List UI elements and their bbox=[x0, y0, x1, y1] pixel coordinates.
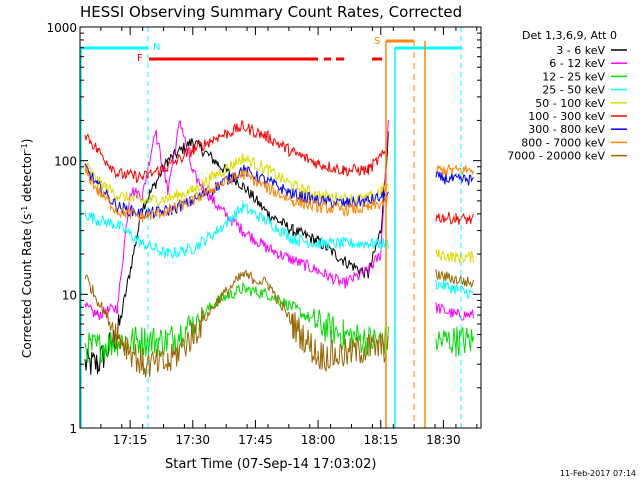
flare-label: F bbox=[137, 53, 143, 64]
x-axis-label: Start Time (07-Sep-14 17:03:02) bbox=[165, 457, 376, 472]
legend-label-0: 3 - 6 keV bbox=[556, 44, 605, 57]
legend-header: Det 1,3,6,9, Att 0 bbox=[522, 29, 617, 42]
series-line-4 bbox=[84, 152, 474, 264]
footer-timestamp: 11-Feb-2017 07:14 bbox=[559, 469, 636, 478]
series-line-6 bbox=[84, 163, 474, 221]
legend-label-6: 300 - 800 keV bbox=[528, 123, 605, 136]
axes: 1 10 100 1000 17:15 17:30 17:45 18:00 18:15 18:30 bbox=[46, 21, 482, 447]
series-layer bbox=[84, 120, 474, 378]
legend-label-3: 25 - 50 keV bbox=[542, 84, 605, 97]
y-tick-label-3: 1000 bbox=[46, 21, 77, 35]
chart-title: HESSI Observing Summary Count Rates, Cor… bbox=[80, 3, 462, 21]
series-line-3 bbox=[84, 201, 474, 300]
series-line-1 bbox=[84, 120, 474, 321]
y-tick-label-1: 10 bbox=[62, 288, 77, 302]
legend-label-8: 7000 - 20000 keV bbox=[507, 150, 605, 163]
series-line-8 bbox=[84, 268, 474, 378]
y-tick-label-2: 100 bbox=[54, 155, 77, 169]
legend-label-4: 50 - 100 keV bbox=[535, 97, 605, 110]
series-line-5 bbox=[84, 120, 474, 225]
y-axis-label: Corrected Count Rate (s-1 detector-1) bbox=[20, 139, 35, 358]
legend-label-1: 6 - 12 keV bbox=[549, 57, 605, 70]
x-tick-label-0: 17:15 bbox=[113, 433, 148, 447]
series-line-2 bbox=[84, 281, 474, 363]
x-tick-label-5: 18:30 bbox=[426, 433, 461, 447]
series-line-0 bbox=[84, 131, 389, 375]
annotation-layer: NF S bbox=[80, 27, 462, 428]
x-tick-label-4: 18:15 bbox=[363, 433, 398, 447]
y-tick-label-0: 1 bbox=[69, 422, 77, 436]
series-line-7 bbox=[84, 164, 474, 223]
x-tick-label-2: 17:45 bbox=[238, 433, 273, 447]
plot-frame bbox=[79, 26, 482, 429]
night-label: N bbox=[153, 42, 160, 53]
legend-label-7: 800 - 7000 keV bbox=[521, 136, 605, 149]
legend-label-2: 12 - 25 keV bbox=[542, 70, 605, 83]
x-tick-label-3: 18:00 bbox=[301, 433, 336, 447]
x-tick-label-1: 17:30 bbox=[175, 433, 210, 447]
legend-label-5: 100 - 300 keV bbox=[528, 110, 605, 123]
saa-label: S bbox=[374, 36, 380, 47]
